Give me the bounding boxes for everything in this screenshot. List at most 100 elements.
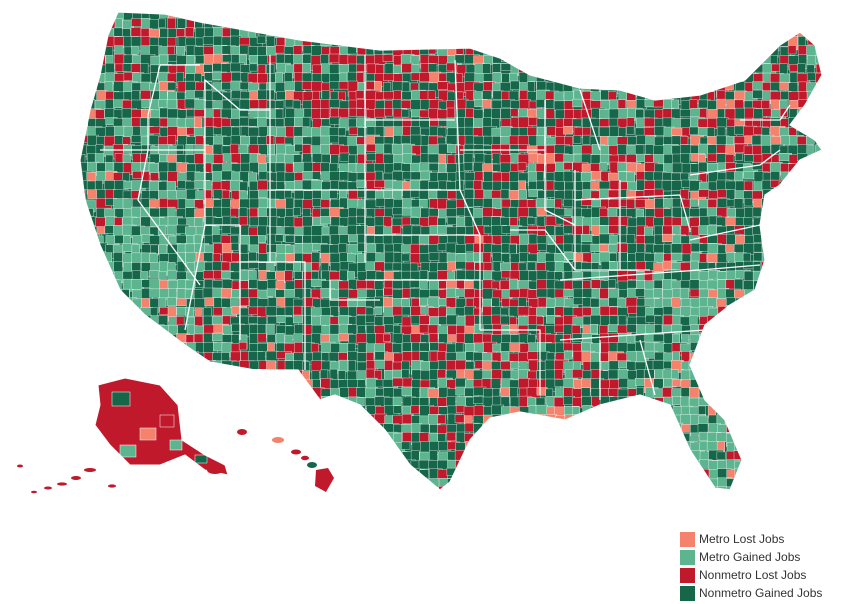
county-cell — [744, 352, 758, 362]
county-cell — [222, 441, 233, 455]
county-cell — [80, 441, 89, 454]
county-cell — [815, 296, 822, 306]
county-cell — [690, 478, 700, 488]
county-cell — [311, 18, 326, 28]
county-cell — [103, 289, 117, 298]
county-cell — [95, 306, 109, 322]
county-cell — [483, 18, 496, 29]
county-cell — [806, 226, 819, 242]
county-cell — [789, 360, 800, 369]
county-cell — [779, 261, 792, 270]
county-cell — [266, 396, 275, 411]
county-cell — [753, 234, 769, 243]
county-cell — [545, 12, 558, 26]
county-cell — [509, 12, 517, 24]
county-cell — [491, 190, 502, 200]
county-cell — [194, 370, 205, 386]
county-cell — [365, 314, 376, 323]
county-cell — [599, 415, 616, 430]
county-cell — [806, 378, 815, 390]
county-cell — [634, 423, 647, 439]
county-cell — [499, 154, 513, 164]
county-cell — [826, 82, 841, 92]
county-cell — [96, 315, 108, 328]
county-cell — [177, 352, 188, 369]
county-cell — [95, 477, 111, 490]
county-cell — [815, 144, 822, 153]
county-cell — [644, 73, 659, 84]
county-cell — [185, 12, 196, 18]
county-cell — [564, 27, 573, 36]
county-cell — [797, 343, 808, 354]
county-cell — [490, 460, 506, 473]
county-cell — [816, 136, 822, 145]
county-cell — [671, 37, 685, 53]
county-cell — [788, 172, 802, 180]
county-cell — [528, 280, 539, 290]
county-cell — [788, 414, 797, 431]
county-cell — [826, 108, 841, 119]
county-cell — [582, 45, 596, 60]
county-cell — [203, 387, 215, 402]
county-cell — [258, 477, 271, 490]
county-cell — [591, 441, 605, 452]
county-cell — [600, 469, 613, 478]
county-cell — [663, 82, 675, 95]
county-cell — [726, 12, 736, 26]
county-cell — [500, 189, 510, 199]
county-cell — [158, 99, 168, 108]
county-cell — [401, 26, 416, 42]
county-cell — [635, 478, 650, 486]
county-cell — [672, 46, 688, 60]
county-cell — [536, 316, 544, 326]
county-cell — [446, 28, 460, 38]
county-cell — [825, 146, 836, 159]
county-cell — [743, 360, 756, 369]
county-cell — [203, 406, 218, 420]
county-cell — [825, 10, 837, 24]
county-cell — [735, 414, 750, 426]
county-cell — [798, 12, 806, 18]
county-cell — [708, 27, 720, 39]
county-cell — [95, 369, 105, 384]
county-cell — [186, 109, 196, 118]
county-cell — [826, 290, 837, 298]
county-cell — [80, 477, 89, 490]
county-cell — [140, 324, 154, 337]
county-cell — [329, 368, 338, 380]
county-cell — [420, 441, 430, 453]
county-cell — [796, 109, 809, 121]
county-cell — [501, 298, 511, 307]
county-cell — [590, 298, 601, 308]
county-cell — [564, 72, 573, 84]
county-cell — [87, 487, 102, 490]
county-cell — [114, 478, 124, 487]
county-cell — [599, 54, 612, 65]
county-cell — [294, 235, 303, 244]
county-cell — [554, 324, 565, 333]
county-cell — [654, 460, 664, 476]
county-cell — [527, 414, 543, 426]
county-cell — [239, 297, 250, 306]
county-cell — [608, 18, 621, 29]
county-cell — [131, 350, 147, 365]
county-cell — [401, 478, 413, 490]
county-cell — [357, 487, 372, 490]
county-cell — [770, 387, 779, 403]
county-cell — [771, 352, 781, 365]
county-cell — [690, 63, 704, 75]
county-cell — [598, 486, 607, 490]
county-cell — [276, 487, 287, 490]
county-cell — [80, 460, 86, 473]
county-cell — [771, 397, 780, 409]
county-cell — [796, 243, 810, 255]
county-cell — [429, 225, 438, 236]
county-cell — [519, 423, 529, 438]
county-cell — [725, 36, 741, 52]
county-cell — [204, 244, 215, 254]
county-cell — [320, 37, 332, 46]
county-cell — [744, 486, 757, 490]
county-cell — [177, 487, 188, 490]
county-cell — [770, 189, 783, 204]
county-cell — [96, 460, 108, 476]
